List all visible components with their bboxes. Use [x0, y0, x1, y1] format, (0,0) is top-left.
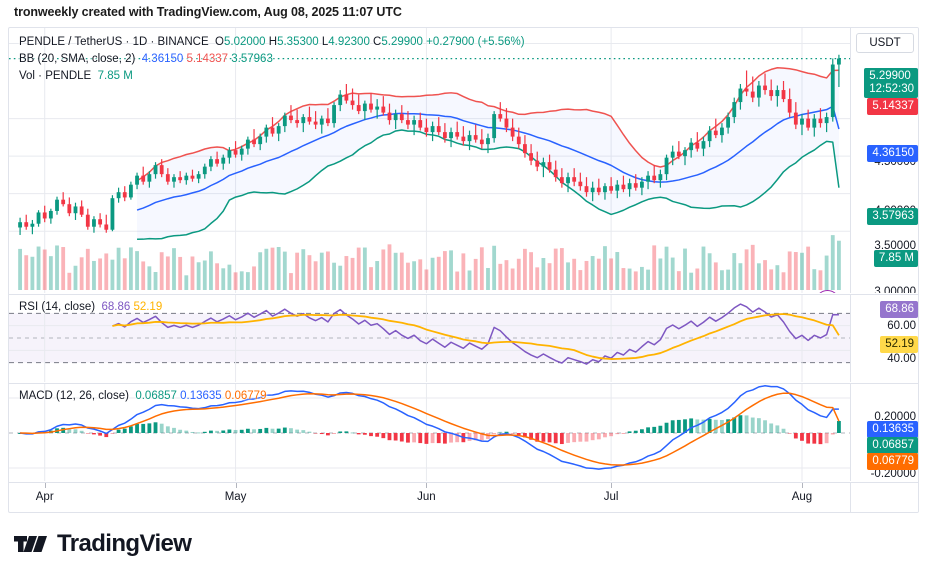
macd-svg	[9, 384, 850, 481]
macd-pane[interactable]: 0.20000 -0.20000 0.13635 0.06857 0.06779…	[9, 383, 918, 481]
legend-exchange[interactable]: BINANCE	[157, 36, 209, 48]
price-tick-4: 3.00000	[874, 286, 916, 293]
time-axis-label-apr: Apr	[35, 491, 54, 503]
bb-lower-tag[interactable]: 3.57963	[867, 208, 918, 225]
time-axis[interactable]: Apr May Jun Jul Aug	[9, 482, 918, 512]
legend-high-value: 5.35300	[277, 36, 319, 48]
legend-low-value: 4.92300	[328, 36, 370, 48]
legend-rsi[interactable]: RSI (14, close) 68.86 52.19	[19, 300, 162, 314]
legend-symbol[interactable]: PENDLE / TetherUS	[19, 36, 123, 48]
macd-hist-tag[interactable]: 0.06857	[867, 437, 918, 454]
macd-hist-value: 0.06857	[135, 390, 177, 402]
rsi-ma-tag[interactable]: 52.19	[880, 336, 918, 353]
tradingview-footer: TradingView	[14, 530, 192, 558]
time-axis-tick	[611, 483, 613, 488]
macd-axis[interactable]: 0.20000 -0.20000 0.13635 0.06857 0.06779	[850, 384, 918, 481]
price-pane[interactable]: USDT 5.50000 4.50000 4.00000 3.50000 3.0…	[9, 28, 918, 293]
macd-signal-tag[interactable]: 0.06779	[867, 453, 918, 470]
time-axis-tick	[801, 483, 803, 488]
time-axis-tick	[44, 483, 46, 488]
legend-bollinger[interactable]: BB (20, SMA, close, 2) 4.36150 5.14337 3…	[19, 52, 273, 66]
legend-open-value: 5.02000	[223, 36, 266, 48]
legend-sep-2: ·	[147, 36, 158, 48]
time-axis-label-jun: Jun	[417, 491, 436, 503]
bb-basis-tag[interactable]: 4.36150	[867, 145, 918, 162]
price-tick-3: 3.50000	[874, 240, 916, 252]
tradingview-wordmark: TradingView	[57, 530, 192, 557]
time-axis-corner	[850, 483, 918, 512]
rsi-pane[interactable]: 60.00 40.00 68.86 52.19 RSI (14, close) …	[9, 294, 918, 382]
time-axis-label-jul: Jul	[603, 491, 619, 503]
legend-low-label: L	[321, 36, 329, 48]
last-price-tag[interactable]: 5.29900 12:52:30	[864, 68, 918, 98]
legend-open-label: O	[215, 36, 224, 48]
bb-upper-value: 5.14337	[186, 53, 229, 65]
time-axis-tick	[426, 483, 428, 488]
volume-value: 7.85 M	[97, 70, 133, 82]
rsi-title[interactable]: RSI (14, close)	[19, 301, 96, 313]
volume-title[interactable]: Vol · PENDLE	[19, 70, 92, 82]
rsi-value-tag[interactable]: 68.86	[880, 301, 918, 318]
legend-change: +0.27900 (+5.56%)	[426, 36, 525, 48]
rsi-tick-0: 60.00	[887, 320, 916, 332]
bb-upper-tag[interactable]: 5.14337	[867, 98, 918, 115]
countdown-timer: 12:52:30	[869, 82, 914, 95]
legend-interval[interactable]: 1D	[132, 36, 148, 48]
time-axis-label-may: May	[224, 491, 247, 503]
legend-macd[interactable]: MACD (12, 26, close) 0.06857 0.13635 0.0…	[19, 389, 266, 403]
volume-tag[interactable]: 7.85 M	[873, 250, 918, 267]
axis-symbol-chip[interactable]: USDT	[856, 33, 914, 53]
macd-line-value: 0.13635	[180, 390, 222, 402]
bb-title[interactable]: BB (20, SMA, close, 2)	[19, 53, 136, 65]
legend-high-label: H	[268, 36, 278, 48]
rsi-axis[interactable]: 60.00 40.00 68.86 52.19	[850, 295, 918, 382]
legend-close-label: C	[373, 36, 382, 48]
time-axis-labels[interactable]: Apr May Jun Jul Aug	[9, 483, 850, 512]
rsi-tick-1: 40.00	[887, 353, 916, 365]
macd-title[interactable]: MACD (12, 26, close)	[19, 390, 129, 402]
chart-frame: USDT 5.50000 4.50000 4.00000 3.50000 3.0…	[8, 27, 919, 513]
tradingview-logo-icon	[14, 536, 47, 552]
rsi-plot[interactable]	[9, 295, 850, 382]
time-axis-tick	[235, 483, 237, 488]
macd-tick-1: -0.20000	[870, 468, 916, 480]
macd-plot[interactable]	[9, 384, 850, 481]
price-candlestick-svg	[9, 28, 850, 293]
legend-close-value: 5.29900	[381, 36, 423, 48]
macd-signal-value: 0.06779	[224, 390, 267, 402]
macd-line-tag[interactable]: 0.13635	[867, 421, 918, 438]
rsi-ma-value: 52.19	[133, 301, 163, 313]
legend-volume[interactable]: Vol · PENDLE 7.85 M	[19, 69, 133, 83]
bb-basis-value: 4.36150	[141, 53, 184, 65]
rsi-svg	[9, 295, 850, 382]
bb-lower-value: 3.57963	[231, 53, 273, 65]
price-plot[interactable]	[9, 28, 850, 293]
last-price-value: 5.29900	[869, 69, 911, 82]
time-axis-label-aug: Aug	[791, 491, 813, 503]
macd-tick-0: 0.20000	[874, 411, 916, 423]
attribution-text: tronweekly created with TradingView.com,…	[14, 5, 402, 19]
rsi-value: 68.86	[101, 301, 131, 313]
price-axis[interactable]: USDT 5.50000 4.50000 4.00000 3.50000 3.0…	[850, 28, 918, 293]
legend-ohlc[interactable]: PENDLE / TetherUS · 1D · BINANCE O5.0200…	[19, 35, 525, 49]
legend-sep-1: ·	[122, 36, 133, 48]
